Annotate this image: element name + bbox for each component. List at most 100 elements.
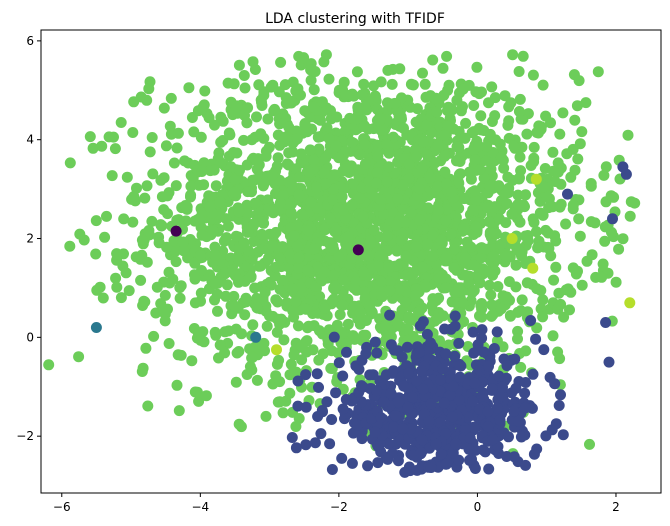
- data-point-green: [170, 180, 182, 192]
- data-point-navy: [520, 459, 531, 471]
- data-point-green: [459, 132, 471, 144]
- data-point-green: [232, 254, 244, 265]
- data-point-green: [233, 418, 245, 430]
- data-point-green: [158, 172, 170, 184]
- data-point-green: [64, 240, 76, 252]
- data-point-navy: [540, 430, 552, 442]
- data-point-green: [111, 248, 123, 260]
- data-point-green: [346, 199, 358, 211]
- data-point-green: [547, 330, 559, 342]
- data-point-navy: [423, 415, 435, 427]
- data-point-green: [175, 349, 187, 361]
- data-point-green: [156, 191, 168, 203]
- data-point-green: [274, 197, 286, 209]
- data-point-green: [573, 75, 585, 87]
- data-point-green: [473, 272, 485, 284]
- data-point-green: [272, 296, 284, 308]
- data-point-navy: [421, 328, 433, 340]
- data-point-green: [576, 126, 588, 138]
- data-point-green: [440, 178, 452, 190]
- data-point-green: [193, 395, 205, 407]
- data-point-green: [368, 224, 380, 236]
- data-point-green: [442, 120, 454, 132]
- data-point-green: [267, 378, 279, 390]
- data-point-green: [398, 122, 409, 134]
- data-point-green: [277, 407, 289, 419]
- data-point-green: [552, 157, 564, 169]
- data-point-green: [337, 204, 349, 216]
- data-point-green: [189, 386, 201, 398]
- data-point-green: [158, 102, 170, 114]
- data-point-green: [299, 105, 311, 117]
- data-point-green: [295, 148, 307, 160]
- data-point-green: [281, 158, 293, 170]
- data-point-green: [267, 169, 278, 181]
- data-point-green: [291, 133, 303, 145]
- data-point-green: [262, 254, 274, 266]
- data-point-green: [204, 201, 216, 213]
- data-point-green: [331, 111, 343, 123]
- data-point-green: [304, 144, 316, 156]
- data-point-green: [513, 106, 525, 117]
- data-point-green: [522, 235, 534, 247]
- data-point-green: [128, 96, 140, 108]
- data-point-green: [170, 256, 182, 268]
- data-point-navy: [449, 310, 461, 322]
- data-point-green: [336, 191, 348, 203]
- data-point-green: [397, 179, 409, 191]
- data-point-green: [319, 222, 331, 234]
- data-point-green: [354, 306, 366, 318]
- data-point-navy: [555, 389, 566, 401]
- data-point-green: [610, 276, 622, 288]
- data-point-green: [427, 229, 439, 241]
- data-point-green: [247, 351, 259, 363]
- data-point-navy: [415, 447, 427, 459]
- data-point-green: [324, 213, 336, 224]
- data-point-navy: [360, 348, 372, 360]
- data-point-navy: [491, 402, 503, 414]
- data-point-green: [279, 79, 291, 91]
- data-point-navy: [401, 341, 413, 353]
- data-point-green: [567, 199, 579, 211]
- data-point-green: [251, 111, 262, 123]
- data-point-green: [290, 296, 302, 308]
- data-point-green: [165, 92, 177, 104]
- data-point-green: [238, 70, 250, 81]
- data-point-green: [255, 260, 267, 272]
- data-point-green: [276, 241, 288, 253]
- data-point-green: [229, 174, 241, 186]
- data-point-green: [337, 299, 349, 311]
- data-point-green: [372, 151, 384, 162]
- data-point-green: [155, 219, 167, 231]
- data-point-green: [427, 250, 439, 262]
- data-point-green: [275, 56, 287, 68]
- data-point-navy: [356, 380, 367, 392]
- data-point-green: [346, 136, 358, 148]
- data-point-green: [471, 61, 483, 73]
- data-point-green: [279, 133, 291, 144]
- data-point-green: [179, 155, 191, 167]
- data-point-green: [168, 157, 180, 169]
- data-point-green: [469, 154, 481, 166]
- data-point-green: [64, 157, 76, 169]
- data-point-navy: [562, 188, 573, 200]
- data-point-green: [499, 90, 511, 102]
- data-point-green: [242, 102, 254, 114]
- data-point-green: [403, 311, 415, 323]
- data-point-green: [250, 153, 262, 165]
- data-point-green: [392, 317, 403, 329]
- data-point-green: [599, 235, 611, 247]
- data-point-navy: [476, 324, 488, 336]
- data-point-green: [413, 183, 425, 195]
- data-point-green: [249, 282, 261, 294]
- data-point-green: [151, 281, 163, 293]
- data-point-green: [242, 186, 254, 198]
- data-point-lime: [527, 262, 539, 274]
- data-point-green: [460, 269, 471, 281]
- x-tick-label: 0: [474, 500, 482, 514]
- data-point-green: [324, 252, 336, 264]
- data-point-green: [123, 285, 135, 297]
- data-point-green: [510, 281, 522, 293]
- data-point-navy: [477, 444, 489, 456]
- data-point-green: [560, 218, 572, 230]
